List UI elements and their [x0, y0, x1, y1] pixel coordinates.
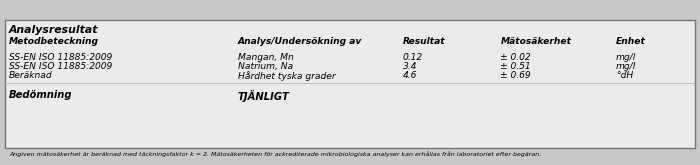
Text: Analys/Undersökning av: Analys/Undersökning av	[238, 37, 363, 46]
Text: Angiven mätosäkerhet är beräknad med täckningsfaktor k = 2. Mätosäkerheten för a: Angiven mätosäkerhet är beräknad med täc…	[9, 151, 541, 157]
Text: Natrium, Na: Natrium, Na	[238, 62, 293, 71]
Text: Hårdhet tyska grader: Hårdhet tyska grader	[238, 71, 335, 81]
Text: ± 0.69: ± 0.69	[500, 71, 531, 80]
Text: 4.6: 4.6	[402, 71, 417, 80]
Text: mg/l: mg/l	[616, 62, 636, 71]
Text: °dH: °dH	[616, 71, 634, 80]
Text: 3.4: 3.4	[402, 62, 417, 71]
Text: ± 0.02: ± 0.02	[500, 53, 531, 62]
Text: SS-EN ISO 11885:2009: SS-EN ISO 11885:2009	[9, 62, 112, 71]
Text: Analysresultat: Analysresultat	[9, 25, 99, 35]
Text: Bedömning: Bedömning	[9, 90, 73, 100]
Text: Mangan, Mn: Mangan, Mn	[238, 53, 294, 62]
Text: ± 0.51: ± 0.51	[500, 62, 531, 71]
Text: Metodbeteckning: Metodbeteckning	[9, 37, 99, 46]
Text: Enhet: Enhet	[616, 37, 646, 46]
Text: Beräknad: Beräknad	[9, 71, 52, 80]
Text: mg/l: mg/l	[616, 53, 636, 62]
Text: SS-EN ISO 11885:2009: SS-EN ISO 11885:2009	[9, 53, 112, 62]
Text: Mätosäkerhet: Mätosäkerhet	[500, 37, 571, 46]
Bar	[5, 20, 695, 148]
Text: Resultat: Resultat	[402, 37, 445, 46]
Text: 0.12: 0.12	[402, 53, 423, 62]
Text: TJÄNLIGT: TJÄNLIGT	[238, 90, 290, 102]
